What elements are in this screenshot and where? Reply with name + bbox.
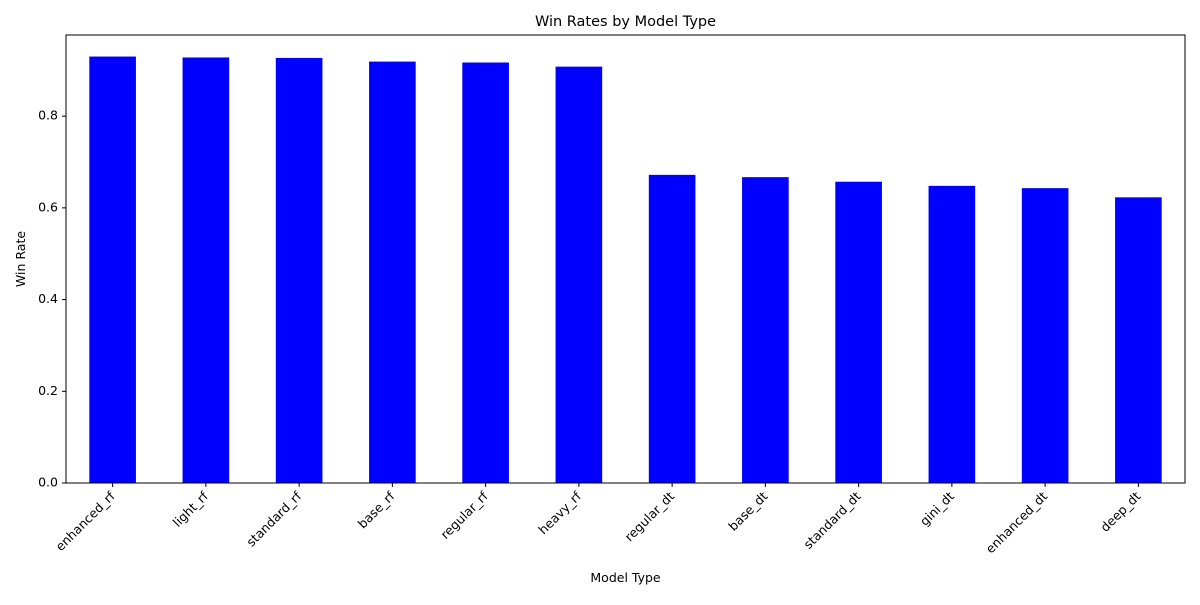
y-axis-label: Win Rate <box>13 231 28 287</box>
bar-standard_rf <box>275 57 323 483</box>
y-axis-ticks: 0.0 0.2 0.4 0.6 0.8 <box>38 108 66 490</box>
bar-regular_rf <box>462 62 509 484</box>
y-tick-label: 0.2 <box>38 383 58 398</box>
y-tick-label: 0.6 <box>38 199 58 214</box>
x-axis-label: Model Type <box>590 570 661 585</box>
bar-regular_dt <box>648 174 696 484</box>
bar-enhanced_dt <box>1021 188 1069 484</box>
chart-title: Win Rates by Model Type <box>535 14 716 30</box>
bar-base_dt <box>742 177 789 483</box>
bar-heavy_rf <box>555 66 603 484</box>
plot-frame <box>65 34 1186 484</box>
bar-light_rf <box>182 57 230 483</box>
y-tick-label: 0.0 <box>38 475 58 490</box>
bars-group <box>89 56 1162 484</box>
bar-gini_dt <box>928 185 976 483</box>
y-tick-label: 0.8 <box>38 108 58 123</box>
bar-deep_dt <box>1115 197 1162 483</box>
bar-enhanced_rf <box>89 56 136 483</box>
bar-standard_dt <box>835 181 882 483</box>
bar-base_rf <box>369 61 416 483</box>
y-tick-label: 0.4 <box>38 291 58 306</box>
